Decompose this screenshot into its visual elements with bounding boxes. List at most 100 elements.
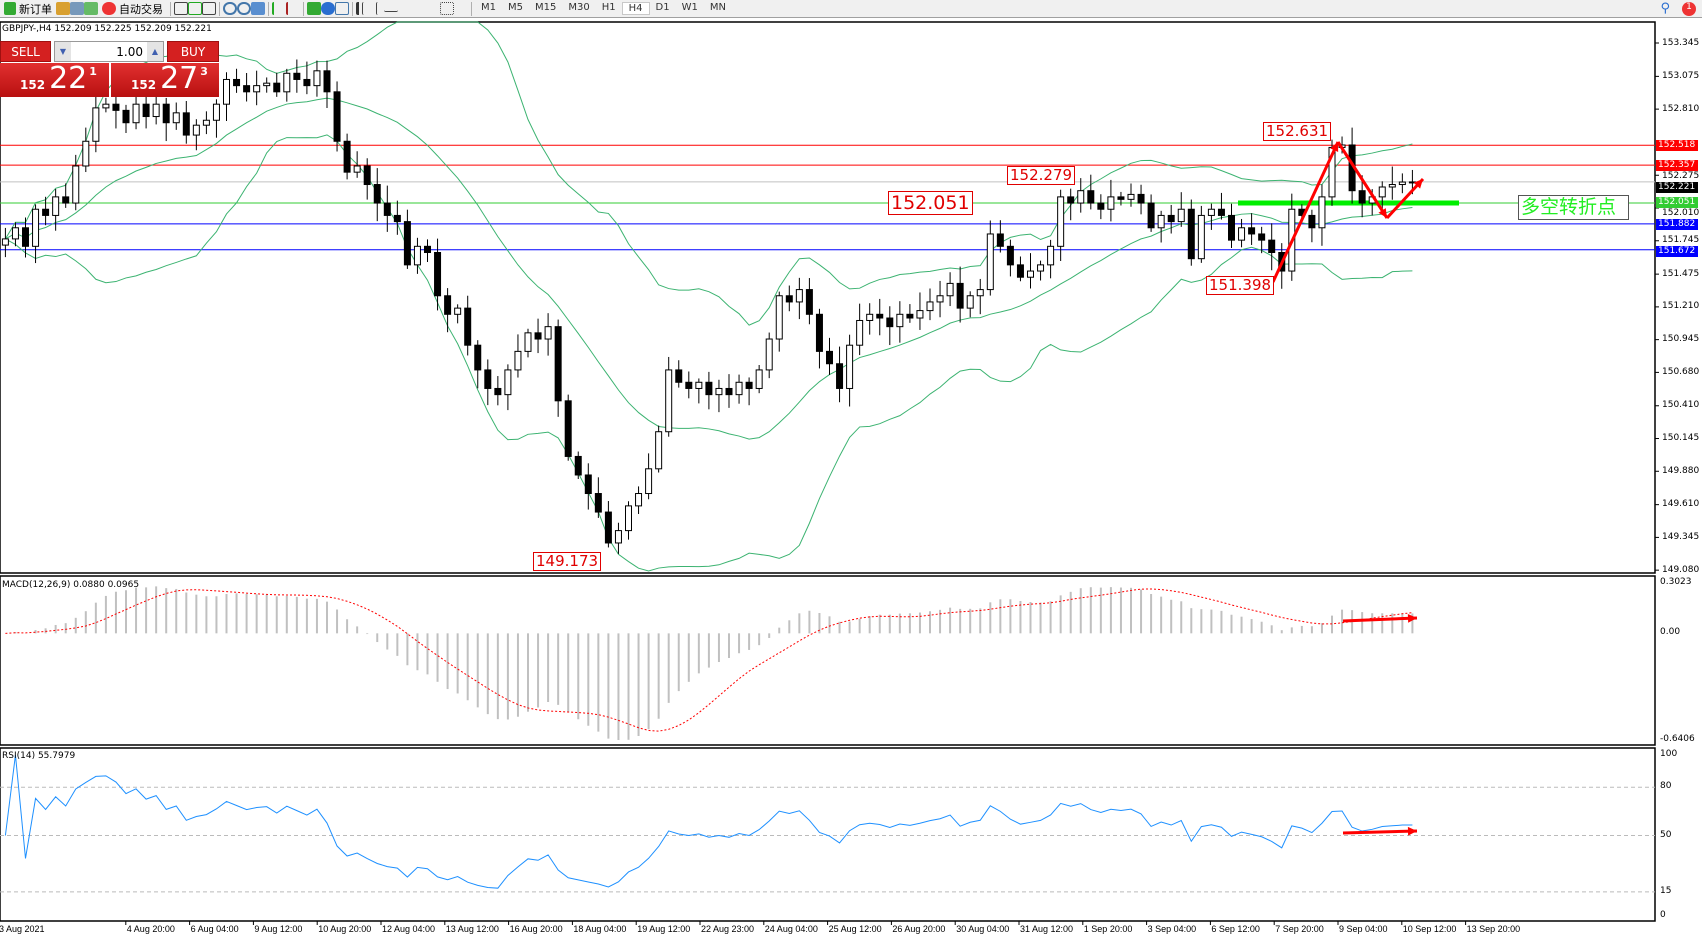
candle-body: [92, 107, 100, 142]
candle-body: [162, 103, 170, 124]
price-line-tag: 152.051: [1656, 197, 1698, 209]
candle-body: [635, 493, 643, 507]
periods-icon[interactable]: [321, 2, 335, 15]
buy-price[interactable]: 152 27 3: [111, 63, 219, 97]
timeframe-m5[interactable]: M5: [508, 2, 523, 13]
candle-body: [383, 202, 391, 216]
bollinger-middle-band: [5, 97, 1413, 440]
price-line-tag: 152.357: [1656, 159, 1698, 171]
candle-body: [313, 70, 321, 87]
time-axis-label: 26 Aug 20:00: [892, 924, 946, 934]
buy-button[interactable]: BUY: [167, 41, 219, 62]
candle-body: [765, 338, 773, 371]
turning-level-label[interactable]: 152.051: [888, 191, 973, 215]
candle-body: [1127, 193, 1135, 200]
timeframe-m30[interactable]: M30: [568, 2, 590, 13]
meta-editor-icon[interactable]: [70, 2, 84, 15]
candle-body: [805, 289, 813, 315]
crosshair-icon[interactable]: [362, 2, 376, 15]
candle-body: [836, 363, 844, 389]
time-axis-label: 9 Sep 04:00: [1339, 924, 1388, 934]
time-axis-label: 16 Aug 20:00: [509, 924, 563, 934]
timeframe-mn[interactable]: MN: [709, 2, 726, 13]
auto-trading-button[interactable]: 自动交易: [98, 1, 167, 17]
candle-body: [1258, 233, 1266, 241]
bollinger-lower-band: [5, 134, 1413, 572]
line-chart-icon[interactable]: [202, 2, 216, 15]
vertical-line-icon[interactable]: [376, 2, 384, 15]
chart-shift-icon[interactable]: [286, 2, 300, 15]
time-axis-label: 7 Sep 20:00: [1275, 924, 1324, 934]
text-icon[interactable]: [426, 2, 440, 15]
high-price-label[interactable]: 152.631: [1263, 122, 1332, 141]
signals-icon[interactable]: [84, 2, 98, 15]
rsi-axis-label: 100: [1660, 749, 1678, 759]
candle-body: [1308, 214, 1316, 229]
candle-body: [303, 78, 311, 87]
candle-body: [122, 109, 130, 124]
search-icon[interactable]: ⚲: [1660, 1, 1670, 16]
timeframe-d1[interactable]: D1: [655, 2, 670, 13]
zoom-out-icon[interactable]: [237, 2, 251, 15]
candle-body: [223, 78, 230, 105]
candle-body: [1057, 196, 1065, 247]
zoom-in-icon[interactable]: [223, 2, 237, 15]
candle-body: [192, 124, 200, 136]
price-axis-label: 151.210: [1662, 301, 1700, 312]
sell-button[interactable]: SELL: [0, 41, 51, 62]
price-axis-label: 152.275: [1662, 170, 1700, 181]
macd-title: MACD(12,26,9) 0.0880 0.0965: [2, 580, 140, 590]
candle-body: [645, 468, 653, 495]
bar-chart-icon[interactable]: [174, 2, 188, 15]
candle-body: [474, 344, 482, 371]
symbol-header: GBPJPY-,H4 152.209 152.225 152.209 152.2…: [2, 24, 212, 34]
arrows-icon[interactable]: [454, 2, 468, 15]
notification-badge[interactable]: 1: [1682, 1, 1696, 16]
candle-body: [11, 227, 19, 240]
swing-low-label[interactable]: 151.398: [1206, 276, 1275, 295]
turning-point-label[interactable]: 多空转折点: [1518, 195, 1629, 220]
level-price-label[interactable]: 152.279: [1007, 166, 1076, 185]
text-label-icon[interactable]: [440, 2, 454, 15]
candle-body: [564, 400, 572, 457]
candlestick-icon[interactable]: [188, 2, 202, 15]
bottom-low-label[interactable]: 149.173: [533, 552, 602, 571]
candle-body: [1, 238, 9, 246]
indicators-icon[interactable]: [307, 2, 321, 15]
horizontal-line-icon[interactable]: [384, 5, 398, 12]
candle-body: [1107, 196, 1115, 210]
sell-price[interactable]: 152 22 1: [0, 63, 109, 97]
panel-frame: [0, 747, 1656, 922]
timeframe-m1[interactable]: M1: [481, 2, 496, 13]
candle-body: [1167, 214, 1175, 223]
cursor-icon[interactable]: [356, 2, 362, 15]
lot-input[interactable]: [71, 44, 147, 59]
auto-scroll-icon[interactable]: [272, 2, 286, 15]
candle-body: [22, 227, 29, 247]
timeframe-m15[interactable]: M15: [535, 2, 557, 13]
candle-body: [363, 165, 371, 186]
time-axis-label: 4 Aug 20:00: [126, 924, 175, 934]
new-order-button[interactable]: 新订单: [0, 1, 56, 17]
timeframe-w1[interactable]: W1: [681, 2, 698, 13]
macd-axis-label: -0.6406: [1660, 733, 1695, 744]
sell-price-big-figure: 152: [20, 78, 46, 92]
candle-body: [1398, 181, 1406, 186]
lot-decrease-icon[interactable]: ▼: [55, 42, 71, 61]
fibonacci-icon[interactable]: [412, 2, 426, 15]
candle-body: [1358, 190, 1366, 204]
tile-windows-icon[interactable]: [251, 2, 265, 15]
candle-body: [1047, 245, 1055, 266]
lot-increase-icon[interactable]: ▲: [147, 42, 163, 61]
candle-body: [685, 381, 693, 389]
trendline-icon[interactable]: [398, 2, 412, 15]
timeframe-h1[interactable]: H1: [601, 2, 616, 13]
candle-body: [715, 387, 723, 396]
timeframe-h4[interactable]: H4: [621, 2, 650, 15]
history-center-icon[interactable]: [56, 2, 70, 15]
time-axis-label: 24 Aug 04:00: [764, 924, 818, 934]
candle-body: [936, 295, 944, 303]
templates-icon[interactable]: [335, 2, 349, 15]
time-axis-label: 19 Aug 12:00: [637, 924, 691, 934]
